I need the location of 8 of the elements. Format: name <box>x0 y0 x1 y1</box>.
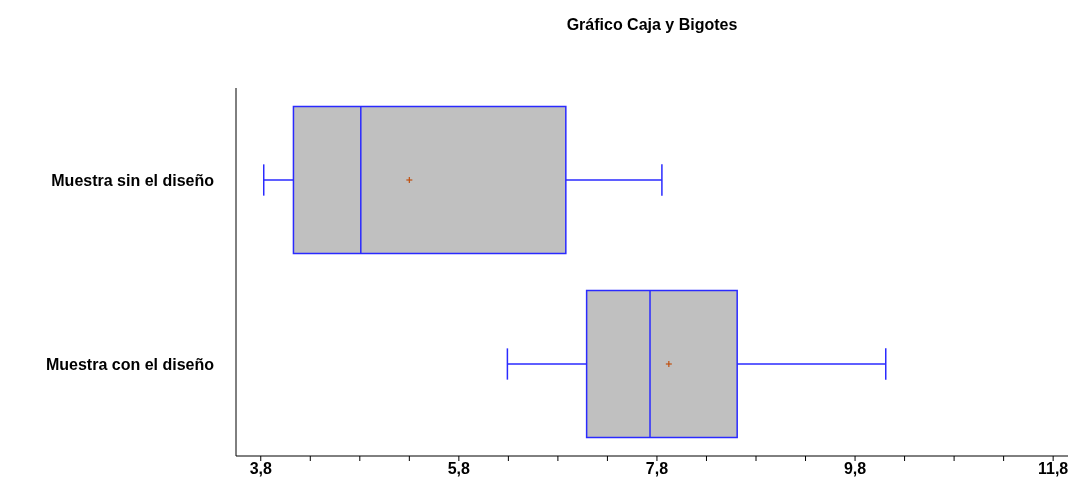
chart-title: Gráfico Caja y Bigotes <box>565 16 739 34</box>
x-tick-label: 5,8 <box>447 460 471 478</box>
x-tick-label: 7,8 <box>645 460 669 478</box>
y-tick-label: Muestra sin el diseño <box>51 171 215 189</box>
y-tick-label: Muestra con el diseño <box>45 355 215 373</box>
x-tick-label: 11,8 <box>1038 460 1069 478</box>
x-tick-label: 9,8 <box>843 460 867 478</box>
x-tick-label: 3,8 <box>249 460 272 478</box>
